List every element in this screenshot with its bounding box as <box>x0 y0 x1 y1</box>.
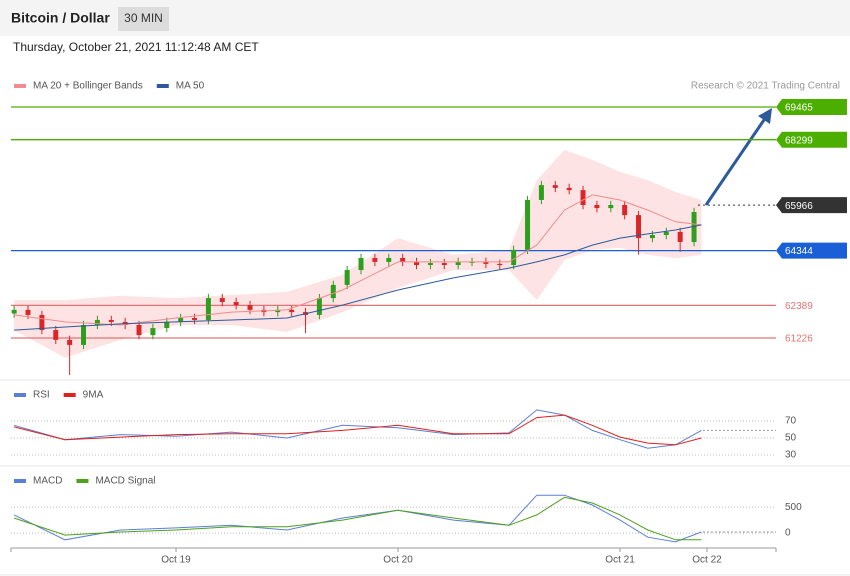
legend-label: MACD Signal <box>95 476 155 487</box>
candle-body <box>427 263 433 266</box>
x-tick-label: Oct 21 <box>605 555 635 566</box>
indicator-line <box>13 496 702 541</box>
legend-label: 9MA <box>83 390 104 401</box>
candle-body <box>677 231 683 243</box>
candle-body <box>441 263 447 266</box>
candle-body <box>414 261 420 266</box>
candle-body <box>344 270 350 285</box>
price-level-label: 64344 <box>785 246 813 257</box>
candle-body <box>622 205 628 216</box>
candle-body <box>483 261 489 264</box>
timeframe: 30 MIN <box>124 11 163 25</box>
instrument-title: Bitcoin / Dollar <box>11 10 110 26</box>
candle-body <box>400 257 406 262</box>
candle-body <box>67 339 73 345</box>
candle-body <box>330 284 336 299</box>
y-tick-label: 30 <box>785 450 797 461</box>
price-level-box <box>776 131 847 148</box>
candle-body <box>164 321 170 329</box>
price-level-label: 68299 <box>785 135 813 146</box>
candle-body <box>150 328 156 336</box>
candle-body <box>11 309 17 314</box>
legend-swatch <box>14 479 26 483</box>
y-tick-label: 50 <box>785 433 797 444</box>
y-tick-label: 0 <box>785 528 791 539</box>
candle-body <box>552 185 558 188</box>
indicator-line <box>13 494 702 543</box>
candle-body <box>691 212 697 243</box>
candle-body <box>469 261 475 263</box>
legend-swatch <box>14 84 26 88</box>
x-tick-label: Oct 20 <box>383 555 413 566</box>
legend-swatch <box>76 479 89 483</box>
candle-body <box>289 309 295 313</box>
y-tick-label: 70 <box>785 416 797 427</box>
price-level-box <box>776 99 847 116</box>
candle-body <box>25 309 31 315</box>
candle-body <box>358 257 364 271</box>
candle-body <box>497 263 503 266</box>
candle-body <box>219 298 225 303</box>
candle-body <box>94 319 100 326</box>
candle-body <box>53 330 59 340</box>
legend-label: MACD <box>33 476 62 487</box>
candle-body <box>316 298 322 315</box>
timestamp: Thursday, October 21, 2021 11:12:48 AM C… <box>13 40 259 54</box>
bollinger-band <box>14 150 702 358</box>
forecast-arrow <box>704 116 768 206</box>
candle-body <box>108 319 114 322</box>
candle-body <box>636 215 642 239</box>
candle-body <box>178 317 184 322</box>
candle-body <box>608 205 614 209</box>
candle-body <box>247 305 253 310</box>
price-level-label: 62389 <box>785 301 813 312</box>
timeframe-box <box>118 7 169 31</box>
legend-label: MA 20 + Bollinger Bands <box>33 81 143 92</box>
legend-swatch <box>156 84 169 88</box>
y-tick-label: 500 <box>785 502 802 513</box>
candle-body <box>580 190 586 206</box>
x-tick-label: Oct 19 <box>161 555 191 566</box>
candle-body <box>233 302 239 306</box>
indicator-line <box>13 414 702 446</box>
candle-body <box>663 231 669 236</box>
legend-swatch <box>63 393 76 397</box>
candle-body <box>455 261 461 266</box>
candle-body <box>81 325 87 345</box>
moving-average <box>14 194 702 326</box>
x-tick-label: Oct 22 <box>692 555 722 566</box>
candle-body <box>525 199 531 250</box>
price-level-box <box>776 197 847 214</box>
forecast-arrowhead <box>758 108 772 124</box>
price-level-label: 69465 <box>785 103 813 114</box>
candle-body <box>136 325 142 336</box>
price-level-label: 65966 <box>785 201 813 212</box>
legend-label: RSI <box>33 390 50 401</box>
candle-body <box>275 309 281 313</box>
candle-body <box>386 257 392 262</box>
candle-body <box>372 257 378 262</box>
price-level-label: 61226 <box>785 334 813 345</box>
candle-body <box>566 187 572 191</box>
candle-body <box>192 317 198 320</box>
price-level-box <box>776 242 847 259</box>
candle-body <box>538 185 544 200</box>
legend-label: MA 50 <box>176 81 205 92</box>
candle-body <box>205 298 211 320</box>
candle-body <box>594 205 600 209</box>
candle-body <box>39 314 45 331</box>
legend-swatch <box>14 393 26 397</box>
copyright: Research © 2021 Trading Central <box>691 81 840 92</box>
candle-body <box>649 235 655 239</box>
candle-body <box>511 249 517 266</box>
moving-average <box>14 224 702 331</box>
